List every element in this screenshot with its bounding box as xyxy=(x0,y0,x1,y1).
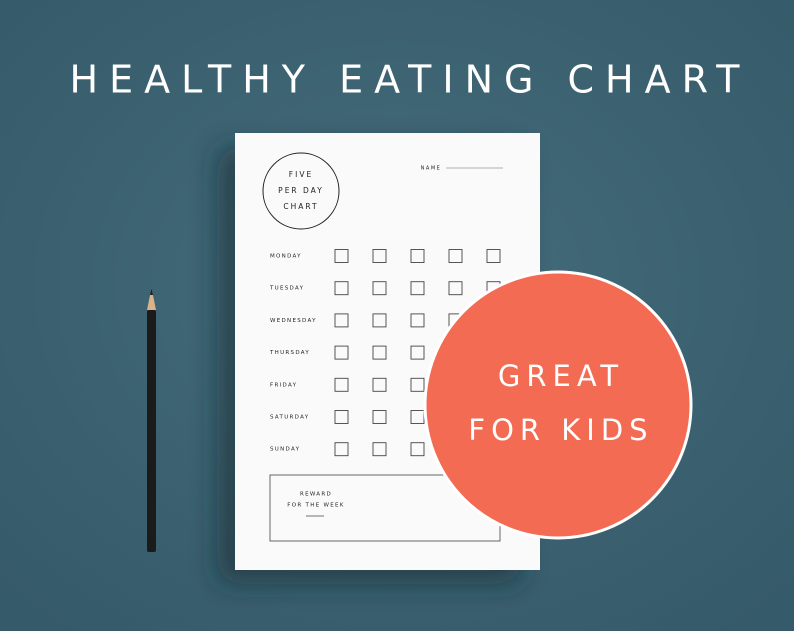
title: HEALTHY EATING CHART xyxy=(70,58,751,102)
circle-label: FIVE xyxy=(289,170,313,179)
checkbox xyxy=(410,281,425,296)
checkbox xyxy=(372,313,387,328)
checkbox xyxy=(486,249,501,263)
title-circle xyxy=(262,152,340,230)
checkbox xyxy=(334,249,349,263)
checkbox xyxy=(334,345,349,360)
day-label: SUNDAY xyxy=(270,447,300,453)
circle-label: CHART xyxy=(283,202,318,211)
day-label: THURSDAY xyxy=(269,350,310,356)
checkbox xyxy=(334,313,349,328)
badge-label: GREAT xyxy=(498,359,624,393)
checkbox xyxy=(410,410,425,424)
checkbox xyxy=(334,442,349,457)
badge-label: FOR KIDS xyxy=(468,413,653,447)
checkbox xyxy=(410,345,425,360)
checkbox xyxy=(372,281,387,296)
checkbox xyxy=(410,377,425,392)
checkbox xyxy=(372,249,387,263)
checkbox xyxy=(334,281,349,296)
checkbox xyxy=(410,249,425,263)
day-label: FRIDAY xyxy=(270,382,297,388)
day-label: WEDNESDAY xyxy=(270,318,317,324)
checkbox xyxy=(410,313,425,328)
day-label: MONDAY xyxy=(270,254,302,260)
checkbox xyxy=(372,410,387,424)
checkbox xyxy=(334,377,349,392)
checkbox xyxy=(410,442,425,457)
checkbox xyxy=(372,377,387,392)
checkbox xyxy=(372,345,387,360)
day-label: SATURDAY xyxy=(270,415,309,421)
day-label: TUESDAY xyxy=(269,286,304,292)
reward-label: FOR THE WEEK xyxy=(287,503,344,509)
name-label: NAME xyxy=(421,166,442,172)
checkbox xyxy=(334,410,349,424)
pencil xyxy=(147,288,156,552)
badge xyxy=(423,270,693,540)
checkbox xyxy=(448,249,463,263)
circle-label: PER DAY xyxy=(278,186,324,195)
checkbox xyxy=(372,442,387,457)
checkbox xyxy=(448,281,463,296)
reward-label: REWARD xyxy=(300,492,332,498)
